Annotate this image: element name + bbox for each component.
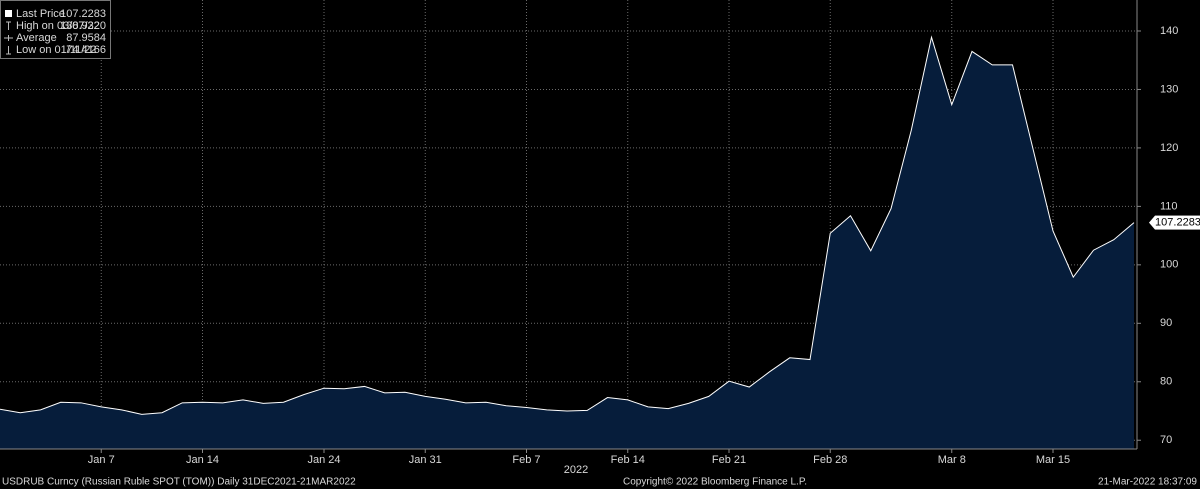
last-price-pointer (1149, 215, 1155, 230)
last-price-label: 107.2283 (1155, 216, 1200, 228)
x-tick-label: Mar 8 (938, 454, 966, 466)
legend-value: 87.9584 (66, 32, 106, 44)
legend: Last Price 107.2283 High on 03/07/22 138… (0, 0, 111, 59)
last-price-tag (1155, 215, 1200, 230)
x-tick-label: Jan 31 (409, 454, 442, 466)
x-tick-label: Feb 7 (512, 454, 540, 466)
x-tick-label: Mar 15 (1036, 454, 1070, 466)
y-tick-label: 120 (1160, 142, 1178, 154)
x-tick-label: Jan 24 (307, 454, 340, 466)
legend-label: Average (16, 32, 57, 44)
legend-label: Low on 01/11/22 (16, 44, 97, 56)
area (0, 37, 1134, 449)
legend-value: 74.4166 (66, 44, 106, 56)
x-tick-label: Jan 7 (88, 454, 115, 466)
x-axis-label: 2022 (564, 464, 588, 476)
legend-icon (4, 35, 13, 41)
legend-icon (5, 10, 12, 17)
legend-label: High on 03/07/22 (16, 20, 100, 32)
footer-right: 21-Mar-2022 18:37:09 (1098, 477, 1197, 488)
legend-icon (6, 21, 11, 30)
y-tick-label: 130 (1160, 83, 1178, 95)
line (0, 35, 1135, 415)
y-tick-label: 110 (1160, 200, 1178, 212)
y-tick-label: 140 (1160, 25, 1178, 37)
plot (0, 0, 1137, 449)
y-tick-label: 90 (1160, 317, 1172, 329)
footer-left: USDRUB Curncy (Russian Ruble SPOT (TOM))… (2, 477, 356, 488)
legend-label: Last Price (16, 8, 65, 20)
legend-value: 107.2283 (60, 8, 106, 20)
legend-icon (6, 46, 11, 55)
x-tick-label: Feb 21 (712, 454, 746, 466)
x-tick-label: Feb 28 (813, 454, 847, 466)
x-tick-label: Feb 14 (611, 454, 645, 466)
x-tick-label: Jan 14 (186, 454, 219, 466)
legend-value: 138.9320 (60, 20, 106, 32)
y-tick-label: 100 (1160, 259, 1178, 271)
y-tick-label: 80 (1160, 376, 1172, 388)
legend-box (0, 0, 111, 59)
y-tick-label: 70 (1160, 434, 1172, 446)
footer-center: Copyright© 2022 Bloomberg Finance L.P. (623, 477, 807, 488)
